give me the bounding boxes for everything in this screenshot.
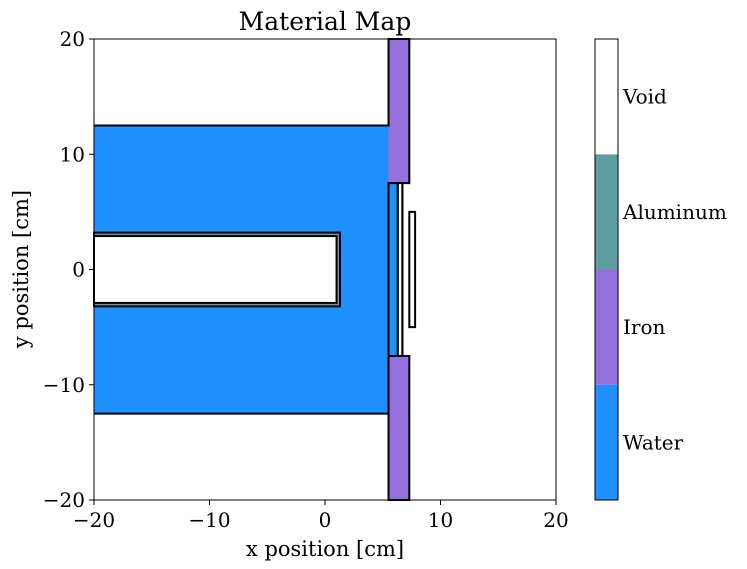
chart-title: Material Map — [239, 7, 412, 36]
y-tick-label: 20 — [60, 27, 85, 51]
colorbar-frame — [594, 38, 619, 501]
x-tick-label: 0 — [319, 508, 332, 532]
y-tick-label: 0 — [72, 258, 85, 282]
colorbar-label-water: Water — [623, 430, 684, 454]
x-tick-label: −10 — [188, 508, 230, 532]
x-axis-label: x position [cm] — [246, 537, 404, 561]
y-tick-label: 10 — [60, 142, 85, 166]
colorbar-labels: Water Iron Aluminum Void — [622, 85, 727, 455]
cell-boundary — [408, 210, 417, 329]
region-iron — [388, 355, 410, 500]
cell-boundary — [396, 182, 404, 357]
y-axis-label: y position [cm] — [9, 190, 33, 349]
x-tick-label: −20 — [73, 508, 115, 532]
x-tick-label: 20 — [543, 508, 568, 532]
colorbar-swatch-iron — [595, 269, 618, 385]
colorbar-label-iron: Iron — [623, 315, 666, 339]
region-void — [94, 236, 337, 303]
colorbar-swatch-void — [595, 39, 618, 155]
colorbar: Water Iron Aluminum Void — [594, 38, 727, 501]
region-water — [388, 183, 398, 356]
colorbar-label-void: Void — [622, 85, 667, 109]
material-regions — [94, 39, 556, 500]
plot-area: −20 −10 0 10 20 −20 −10 0 10 20 — [43, 27, 569, 532]
x-tick-label: 10 — [428, 508, 453, 532]
y-tick-label: −20 — [43, 488, 85, 512]
y-tick-label: −10 — [43, 373, 85, 397]
x-axis-ticks: −20 −10 0 10 20 — [73, 500, 569, 532]
y-axis-ticks: −20 −10 0 10 20 — [43, 27, 94, 512]
region-iron — [388, 39, 410, 184]
colorbar-label-aluminum: Aluminum — [622, 200, 727, 224]
colorbar-swatch-aluminum — [595, 154, 618, 270]
colorbar-segments — [595, 39, 618, 500]
colorbar-swatch-water — [595, 384, 618, 500]
